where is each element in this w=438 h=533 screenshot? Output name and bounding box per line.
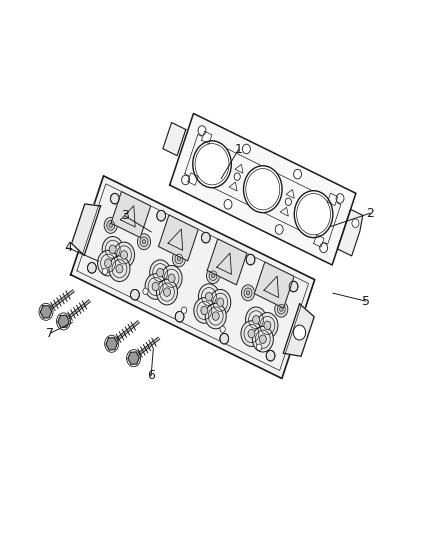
Circle shape — [198, 126, 206, 135]
Circle shape — [201, 232, 210, 243]
Circle shape — [264, 321, 271, 329]
Circle shape — [109, 256, 130, 281]
Circle shape — [241, 321, 262, 346]
Circle shape — [198, 284, 219, 310]
Polygon shape — [58, 315, 69, 328]
Circle shape — [138, 234, 151, 250]
Circle shape — [210, 289, 231, 315]
Circle shape — [152, 282, 159, 291]
Polygon shape — [207, 239, 247, 285]
Polygon shape — [314, 235, 324, 247]
Text: 5: 5 — [362, 295, 370, 308]
Circle shape — [104, 217, 117, 233]
Circle shape — [145, 274, 166, 300]
Polygon shape — [163, 123, 186, 156]
Text: 4: 4 — [64, 241, 72, 254]
Polygon shape — [328, 193, 338, 206]
Circle shape — [110, 193, 119, 204]
Circle shape — [102, 268, 107, 274]
Circle shape — [206, 268, 219, 284]
Circle shape — [279, 307, 283, 311]
Circle shape — [252, 326, 273, 352]
Circle shape — [120, 251, 127, 259]
Circle shape — [157, 269, 164, 277]
Text: 1: 1 — [235, 143, 243, 156]
Circle shape — [259, 335, 266, 343]
Circle shape — [109, 245, 116, 254]
Circle shape — [142, 240, 146, 244]
Polygon shape — [106, 337, 117, 350]
Circle shape — [220, 326, 225, 333]
Polygon shape — [40, 306, 52, 318]
Text: 3: 3 — [121, 209, 129, 222]
Circle shape — [157, 211, 166, 221]
Polygon shape — [111, 191, 151, 238]
Text: 2: 2 — [366, 207, 374, 220]
Circle shape — [211, 273, 215, 278]
Polygon shape — [337, 209, 363, 256]
Circle shape — [175, 311, 184, 322]
Circle shape — [234, 173, 240, 180]
Circle shape — [212, 312, 219, 320]
Circle shape — [246, 290, 250, 295]
Circle shape — [241, 285, 254, 301]
Circle shape — [224, 199, 232, 209]
Circle shape — [193, 141, 231, 188]
Circle shape — [275, 225, 283, 235]
Circle shape — [143, 288, 148, 295]
Circle shape — [205, 293, 212, 301]
Circle shape — [294, 191, 333, 238]
Polygon shape — [159, 215, 198, 261]
Circle shape — [194, 297, 215, 323]
Circle shape — [131, 289, 139, 300]
Circle shape — [163, 288, 170, 296]
Circle shape — [352, 219, 359, 228]
Circle shape — [320, 243, 328, 253]
Circle shape — [246, 307, 267, 333]
Circle shape — [243, 144, 251, 154]
Circle shape — [244, 166, 282, 213]
Polygon shape — [128, 352, 139, 365]
Circle shape — [201, 306, 208, 314]
Circle shape — [293, 325, 306, 340]
Polygon shape — [283, 304, 314, 356]
Polygon shape — [254, 262, 294, 308]
Circle shape — [257, 344, 262, 350]
Circle shape — [293, 169, 301, 179]
Circle shape — [336, 193, 344, 203]
Circle shape — [105, 259, 112, 268]
Polygon shape — [71, 176, 315, 378]
Circle shape — [88, 262, 96, 273]
Circle shape — [156, 279, 177, 305]
Polygon shape — [170, 114, 356, 265]
Text: 6: 6 — [147, 369, 155, 382]
Circle shape — [109, 223, 113, 228]
Circle shape — [275, 301, 288, 317]
Circle shape — [181, 307, 187, 313]
Circle shape — [102, 237, 123, 262]
Text: 7: 7 — [46, 327, 54, 340]
Circle shape — [98, 251, 119, 276]
Circle shape — [182, 175, 190, 185]
Circle shape — [113, 242, 134, 268]
Circle shape — [173, 251, 186, 267]
Circle shape — [168, 274, 175, 282]
Circle shape — [246, 254, 255, 265]
Circle shape — [253, 316, 260, 324]
Circle shape — [257, 312, 278, 338]
Circle shape — [150, 260, 171, 286]
Circle shape — [248, 329, 255, 338]
Polygon shape — [201, 131, 212, 144]
Circle shape — [217, 298, 224, 306]
Circle shape — [161, 265, 182, 291]
Circle shape — [266, 350, 275, 361]
Polygon shape — [72, 204, 101, 255]
Circle shape — [116, 264, 123, 273]
Circle shape — [289, 281, 298, 292]
Circle shape — [285, 198, 291, 206]
Polygon shape — [188, 173, 198, 185]
Circle shape — [177, 257, 181, 261]
Circle shape — [220, 333, 229, 344]
Circle shape — [205, 303, 226, 329]
